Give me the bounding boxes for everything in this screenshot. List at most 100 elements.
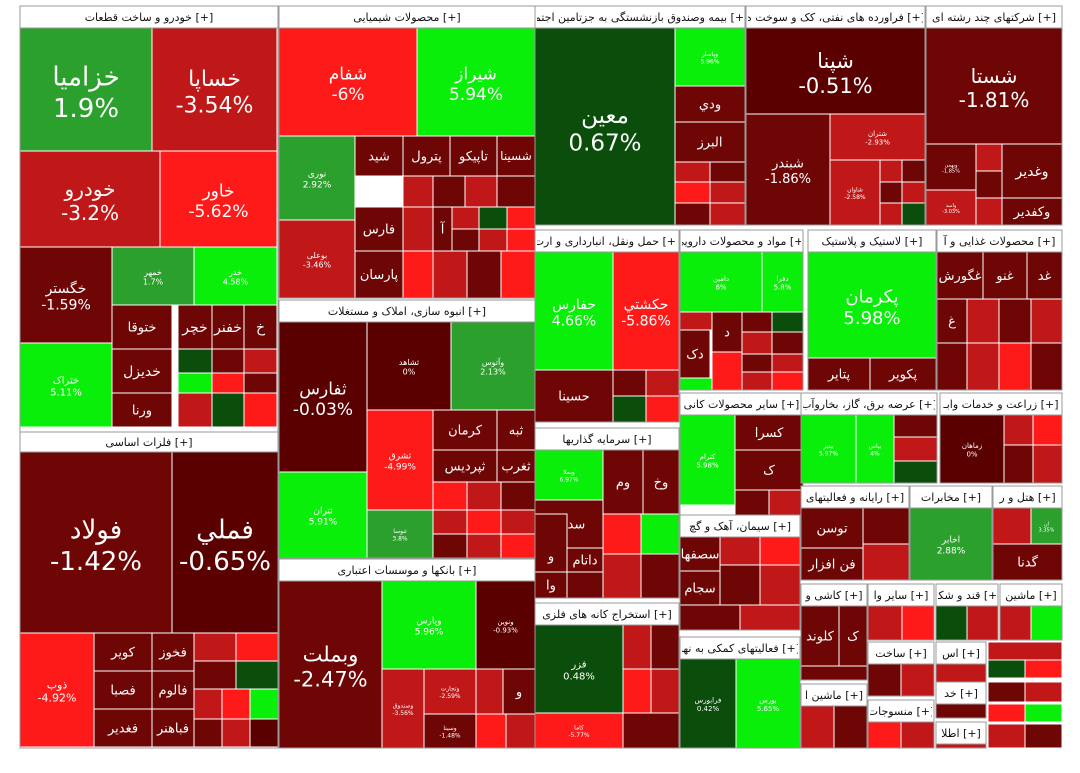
stock-tile[interactable] bbox=[221, 718, 251, 748]
stock-tile[interactable] bbox=[19, 150, 161, 248]
stock-tile[interactable] bbox=[534, 571, 568, 599]
stock-tile[interactable] bbox=[177, 372, 213, 394]
stock-tile[interactable] bbox=[1030, 298, 1063, 344]
sector-group[interactable]: سایر وا [+] bbox=[867, 583, 935, 641]
stock-tile[interactable] bbox=[679, 570, 721, 606]
stock-tile[interactable] bbox=[496, 449, 536, 483]
stock-tile[interactable] bbox=[640, 513, 680, 555]
stock-tile[interactable] bbox=[998, 342, 1032, 391]
stock-tile[interactable] bbox=[1032, 444, 1063, 484]
stock-tile[interactable] bbox=[935, 743, 987, 749]
stock-tile[interactable] bbox=[366, 409, 434, 511]
stock-tile[interactable] bbox=[423, 713, 477, 749]
stock-tile[interactable] bbox=[987, 659, 1026, 679]
sector-group[interactable]: ماشین ا [+] bbox=[800, 683, 868, 749]
stock-tile[interactable] bbox=[211, 372, 245, 394]
stock-tile[interactable] bbox=[867, 721, 902, 749]
stock-tile[interactable] bbox=[432, 250, 468, 299]
stock-tile[interactable] bbox=[1003, 414, 1034, 446]
sector-group[interactable]: کلوند ک کاشی و [+] bbox=[800, 583, 868, 681]
stock-tile[interactable] bbox=[451, 228, 480, 252]
stock-tile[interactable] bbox=[432, 175, 466, 208]
stock-tile[interactable] bbox=[506, 206, 536, 230]
stock-tile[interactable] bbox=[936, 251, 984, 300]
stock-tile[interactable] bbox=[466, 481, 502, 511]
stock-tile[interactable] bbox=[416, 27, 536, 137]
stock-tile[interactable] bbox=[402, 206, 434, 252]
stock-tile[interactable] bbox=[151, 27, 278, 152]
stock-tile[interactable] bbox=[966, 298, 1000, 344]
sector-group[interactable]: منسوجات [+] bbox=[867, 699, 935, 749]
sector-group[interactable]: سصفها سجام سیمان، آهک و گچ [+] bbox=[679, 514, 801, 631]
stock-tile[interactable] bbox=[987, 641, 1063, 661]
stock-tile[interactable] bbox=[771, 353, 804, 373]
stock-tile[interactable] bbox=[829, 113, 926, 161]
stock-tile[interactable] bbox=[679, 311, 713, 331]
stock-tile[interactable] bbox=[867, 663, 902, 697]
stock-tile[interactable] bbox=[975, 143, 1003, 172]
stock-tile[interactable] bbox=[93, 632, 153, 672]
stock-tile[interactable] bbox=[867, 605, 903, 641]
stock-tile[interactable] bbox=[602, 553, 642, 599]
stock-tile[interactable] bbox=[93, 708, 153, 748]
stock-tile[interactable] bbox=[709, 181, 746, 204]
stock-tile[interactable] bbox=[1024, 703, 1063, 723]
sector-group[interactable]: اطلا [+] bbox=[935, 721, 987, 749]
stock-tile[interactable] bbox=[177, 348, 213, 374]
stock-tile[interactable] bbox=[1024, 723, 1063, 749]
stock-tile[interactable] bbox=[475, 580, 536, 670]
stock-tile[interactable] bbox=[998, 298, 1032, 344]
stock-tile[interactable] bbox=[674, 161, 711, 183]
stock-tile[interactable] bbox=[500, 509, 536, 535]
stock-tile[interactable] bbox=[909, 507, 993, 581]
sector-group[interactable]: غگورش غنو غد غ محصولات غذایی و آ [+] bbox=[936, 229, 1063, 391]
sector-group[interactable]: خد [+] bbox=[935, 681, 987, 719]
stock-tile[interactable] bbox=[111, 304, 173, 350]
stock-tile[interactable] bbox=[719, 536, 761, 566]
sector-group[interactable]: توسن فن افزار رایانه و فعالیتهای [+] bbox=[800, 485, 910, 581]
stock-tile[interactable] bbox=[1030, 342, 1063, 391]
stock-tile[interactable] bbox=[278, 580, 383, 749]
stock-tile[interactable] bbox=[679, 414, 736, 506]
stock-tile[interactable] bbox=[177, 304, 213, 350]
stock-tile[interactable] bbox=[936, 298, 968, 344]
stock-tile[interactable] bbox=[602, 513, 642, 555]
stock-tile[interactable] bbox=[566, 571, 604, 599]
stock-tile[interactable] bbox=[402, 250, 434, 299]
stock-tile[interactable] bbox=[901, 159, 926, 183]
stock-tile[interactable] bbox=[992, 507, 1032, 545]
sector-group[interactable]: ماشین [+] bbox=[999, 583, 1063, 641]
stock-tile[interactable] bbox=[879, 181, 903, 204]
stock-tile[interactable] bbox=[966, 605, 999, 641]
stock-tile[interactable] bbox=[466, 509, 502, 535]
stock-tile[interactable] bbox=[475, 668, 504, 715]
stock-tile[interactable] bbox=[19, 27, 153, 152]
stock-tile[interactable] bbox=[451, 206, 480, 230]
stock-tile[interactable] bbox=[901, 181, 926, 204]
stock-tile[interactable] bbox=[235, 632, 279, 662]
stock-tile[interactable] bbox=[771, 371, 804, 391]
stock-tile[interactable] bbox=[1001, 197, 1063, 226]
stock-tile[interactable] bbox=[151, 670, 195, 710]
stock-tile[interactable] bbox=[800, 547, 864, 581]
stock-tile[interactable] bbox=[612, 395, 647, 423]
stock-tile[interactable] bbox=[1001, 143, 1063, 199]
stock-tile[interactable] bbox=[901, 202, 926, 226]
stock-tile[interactable] bbox=[500, 481, 536, 511]
stock-tile[interactable] bbox=[211, 348, 245, 374]
stock-tile[interactable] bbox=[674, 181, 711, 204]
stock-tile[interactable] bbox=[800, 665, 868, 681]
stock-tile[interactable] bbox=[235, 660, 279, 690]
stock-tile[interactable] bbox=[709, 202, 746, 226]
stock-tile[interactable] bbox=[432, 449, 498, 483]
stock-tile[interactable] bbox=[679, 604, 741, 631]
stock-tile[interactable] bbox=[642, 449, 680, 515]
